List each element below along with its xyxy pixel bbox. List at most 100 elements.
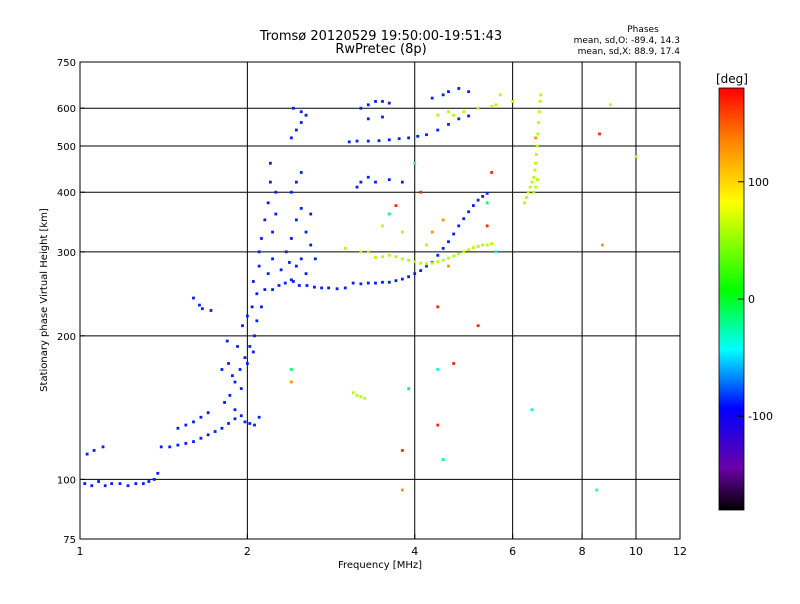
data-point xyxy=(467,114,471,118)
data-point xyxy=(243,420,247,424)
x-axis-ticks: 1 2 4 6 8 10 12 xyxy=(77,534,687,558)
data-point xyxy=(243,356,247,360)
data-point xyxy=(452,362,456,365)
data-point xyxy=(366,250,370,254)
data-point xyxy=(436,253,440,257)
data-point xyxy=(294,180,298,184)
x-tick-label: 12 xyxy=(673,545,687,558)
data-point xyxy=(400,488,404,492)
data-point xyxy=(266,201,270,205)
data-point xyxy=(351,281,355,285)
data-point xyxy=(538,100,542,103)
data-point xyxy=(447,240,450,244)
data-point xyxy=(299,110,303,114)
data-point xyxy=(377,139,381,143)
data-point xyxy=(168,445,172,449)
data-point xyxy=(498,93,502,97)
data-point xyxy=(228,394,232,397)
data-point xyxy=(366,175,370,179)
data-point xyxy=(457,252,461,256)
data-point xyxy=(407,275,411,279)
data-point xyxy=(374,180,377,184)
data-point xyxy=(97,480,100,483)
data-point xyxy=(266,272,270,276)
data-point xyxy=(634,155,638,159)
data-point xyxy=(245,314,249,318)
data-point xyxy=(85,452,89,456)
data-point xyxy=(233,380,237,384)
x-tick-label: 6 xyxy=(509,545,516,558)
data-point xyxy=(220,426,224,430)
data-point xyxy=(156,471,160,475)
x-tick-label: 1 xyxy=(77,545,84,558)
data-point xyxy=(462,250,466,254)
data-point xyxy=(394,204,398,207)
data-point xyxy=(381,224,384,228)
data-point xyxy=(90,484,94,488)
data-point xyxy=(366,139,370,143)
data-point xyxy=(287,261,291,264)
data-point xyxy=(238,368,242,371)
data-point xyxy=(271,288,274,291)
data-point xyxy=(227,362,230,365)
data-point xyxy=(536,178,539,182)
data-point xyxy=(523,201,526,205)
data-point xyxy=(253,334,256,338)
data-point xyxy=(534,136,538,140)
data-point xyxy=(490,171,494,174)
data-point xyxy=(457,87,461,90)
data-point xyxy=(245,362,249,365)
data-point xyxy=(289,136,293,140)
colorbar-label: [deg] xyxy=(716,72,748,86)
data-point xyxy=(494,250,498,254)
data-point xyxy=(430,230,434,234)
data-point xyxy=(253,423,256,427)
data-point xyxy=(271,257,274,261)
data-point xyxy=(251,280,255,283)
chart-subtitle: RwPretec (8p) xyxy=(335,42,426,57)
data-point xyxy=(184,423,188,427)
data-point xyxy=(387,253,391,257)
data-point xyxy=(233,417,237,421)
data-point xyxy=(241,324,244,328)
data-point xyxy=(374,256,377,259)
data-point xyxy=(532,175,536,179)
data-point xyxy=(176,443,180,447)
data-point xyxy=(289,368,293,371)
data-point xyxy=(539,93,543,97)
data-point xyxy=(313,257,317,261)
data-point xyxy=(110,482,114,485)
data-point xyxy=(274,212,278,216)
data-point xyxy=(467,210,471,214)
data-point xyxy=(530,408,534,412)
data-point xyxy=(447,264,450,268)
data-point xyxy=(199,436,203,440)
data-point xyxy=(299,171,303,174)
data-point xyxy=(291,280,295,283)
data-point xyxy=(374,100,377,103)
data-point xyxy=(394,279,398,283)
data-point xyxy=(239,387,243,391)
colorbar-ticks: 100 0 -100 xyxy=(738,176,773,423)
data-point xyxy=(255,292,259,296)
data-point xyxy=(447,256,450,260)
data-point xyxy=(485,191,489,195)
data-point xyxy=(425,243,428,247)
data-point xyxy=(436,113,440,117)
data-point xyxy=(436,423,440,427)
data-point xyxy=(291,106,295,110)
data-point xyxy=(524,196,528,199)
data-point xyxy=(363,396,366,400)
data-point xyxy=(260,237,263,240)
data-point xyxy=(304,113,308,117)
data-point xyxy=(481,243,485,247)
data-point xyxy=(511,100,515,103)
data-point xyxy=(397,137,401,141)
data-point xyxy=(490,105,494,108)
y-tick-label: 200 xyxy=(57,332,76,343)
data-point xyxy=(192,296,195,300)
data-point xyxy=(152,478,156,481)
data-point xyxy=(343,246,347,250)
data-point xyxy=(425,262,428,266)
